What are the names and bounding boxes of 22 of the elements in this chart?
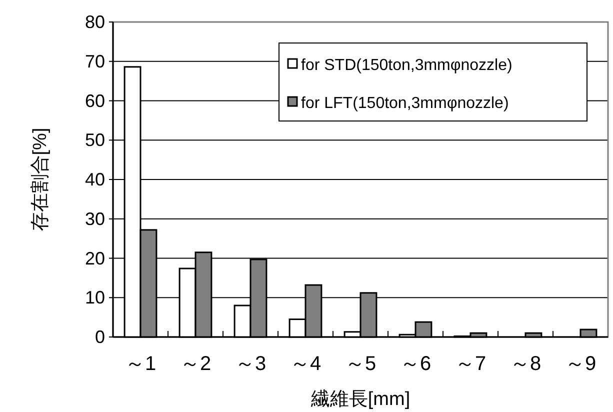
x-tick-label: ～1 xyxy=(124,353,156,375)
x-tick-label: ～8 xyxy=(510,353,542,375)
x-tick-label: ～3 xyxy=(234,353,266,375)
y-tick-label: 0 xyxy=(94,327,105,347)
x-tick-label: ～5 xyxy=(344,353,376,375)
x-tick-label: ～7 xyxy=(454,353,486,375)
y-tick-label: 10 xyxy=(84,288,105,308)
y-tick-label: 80 xyxy=(84,12,105,32)
legend-label: for LFT(150ton,3mmφnozzle) xyxy=(301,95,509,112)
y-axis-title: 存在割合[%] xyxy=(30,128,51,232)
y-tick-label: 70 xyxy=(84,51,105,72)
y-tick-label: 60 xyxy=(84,90,105,111)
x-tick-label: ～9 xyxy=(564,353,596,375)
y-tick-label: 50 xyxy=(84,130,105,150)
y-tick-label: 20 xyxy=(84,248,105,268)
x-axis-title: 繊維長[mm] xyxy=(310,389,410,410)
x-tick-label: ～6 xyxy=(400,353,432,375)
y-tick-label: 40 xyxy=(84,170,105,190)
x-tick-label: ～4 xyxy=(290,353,322,375)
y-tick-label: 30 xyxy=(84,208,105,229)
x-tick-label: ～2 xyxy=(180,353,212,375)
legend-label: for STD(150ton,3mmφnozzle) xyxy=(301,57,512,74)
